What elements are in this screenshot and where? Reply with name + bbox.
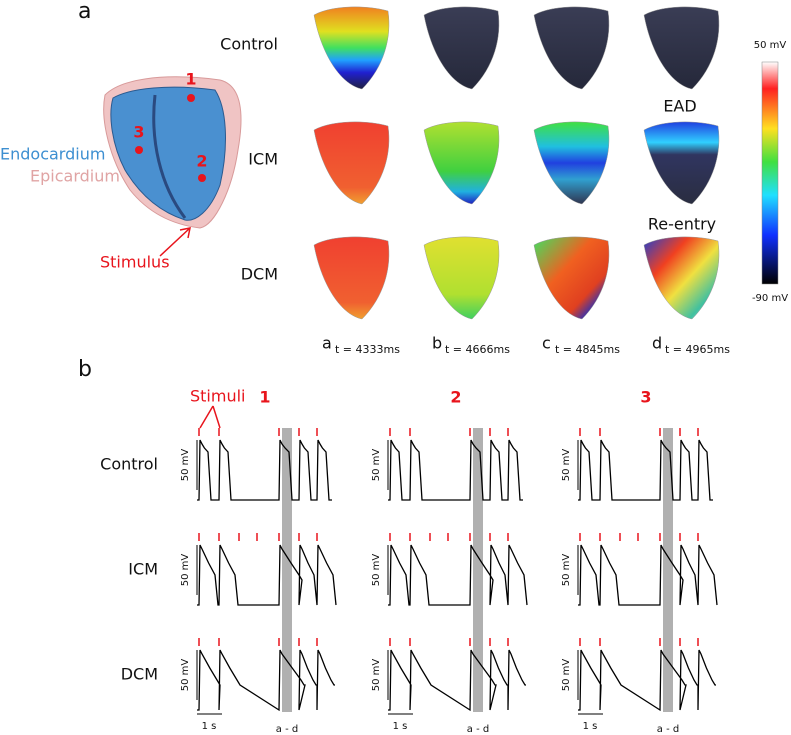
snapshot-time: t = 4965ms [665, 343, 730, 356]
site-label: 2 [196, 152, 207, 171]
annotation: EAD [663, 97, 696, 116]
time-scale-label: 1 s [393, 721, 408, 732]
snapshot-time: t = 4666ms [445, 343, 510, 356]
voltage-scale-label: 50 mV [180, 554, 191, 587]
voltage-scale-label: 50 mV [180, 449, 191, 482]
heart-snapshot [423, 236, 500, 320]
voltage-trace [197, 544, 337, 606]
annotation: Re-entry [648, 215, 716, 234]
site-dot [187, 94, 195, 102]
heart-snapshot [423, 6, 500, 90]
site-label: 3 [133, 123, 144, 142]
voltage-trace [197, 649, 335, 712]
row-label: DCM [121, 665, 158, 684]
stimuli-label: Stimuli [190, 387, 246, 406]
septum [152, 94, 187, 219]
window-band [282, 428, 292, 712]
colorbar-max: 50 mV [754, 40, 787, 51]
heart-snapshot [313, 121, 390, 205]
row-label: Control [100, 455, 158, 474]
stimulus-label: Stimulus [100, 253, 170, 272]
panel-label: b [78, 357, 92, 382]
stimuli-arrows [199, 405, 221, 429]
endocardium-label: Endocardium [0, 145, 105, 164]
row-label: ICM [248, 150, 278, 169]
row-label: DCM [241, 265, 278, 284]
voltage-trace [578, 649, 716, 712]
window-band [473, 428, 483, 712]
time-scale-label: 1 s [202, 721, 217, 732]
snapshot-letter: c [542, 334, 551, 353]
colorbar [761, 61, 779, 285]
heart-snapshot [643, 6, 720, 90]
colorbar-min: -90 mV [752, 293, 788, 304]
heart-snapshot [313, 236, 390, 320]
snapshot-letter: a [322, 334, 332, 353]
heart-snapshot [643, 121, 720, 205]
heart-snapshot [533, 121, 610, 205]
voltage-scale-label: 50 mV [371, 659, 382, 692]
column-label: 1 [259, 388, 270, 407]
voltage-scale-label: 50 mV [371, 449, 382, 482]
endocardium-shape [110, 86, 226, 221]
site-label: 1 [185, 70, 196, 89]
heart-snapshot [643, 236, 720, 320]
voltage-scale-label: 50 mV [561, 659, 572, 692]
heart-snapshot [533, 6, 610, 90]
heart-snapshot [423, 121, 500, 205]
row-label: Control [220, 35, 278, 54]
snapshot-letter: d [652, 334, 662, 353]
voltage-scale-label: 50 mV [561, 554, 572, 587]
voltage-trace [197, 439, 332, 501]
voltage-trace [388, 439, 523, 501]
voltage-trace [388, 544, 528, 606]
voltage-scale-label: 50 mV [180, 659, 191, 692]
column-label: 2 [450, 388, 461, 407]
voltage-trace [578, 544, 718, 606]
site-dot [198, 174, 206, 182]
voltage-scale-label: 50 mV [371, 554, 382, 587]
heart-snapshot [313, 6, 390, 90]
row-label: ICM [128, 560, 158, 579]
voltage-trace [578, 439, 713, 501]
snapshot-letter: b [432, 334, 442, 353]
snapshot-time: t = 4333ms [335, 343, 400, 356]
column-label: 3 [640, 388, 651, 407]
window-label: a - d [467, 724, 489, 735]
panel-label: a [78, 0, 91, 24]
epicardium-label: Epicardium [30, 167, 120, 186]
snapshot-time: t = 4845ms [555, 343, 620, 356]
window-label: a - d [657, 724, 679, 735]
stimulus-arrow [159, 227, 191, 257]
window-label: a - d [276, 724, 298, 735]
voltage-trace [388, 649, 526, 712]
time-scale-label: 1 s [583, 721, 598, 732]
heart-snapshot [533, 236, 610, 320]
voltage-scale-label: 50 mV [561, 449, 572, 482]
site-dot [135, 146, 143, 154]
window-band [663, 428, 673, 712]
